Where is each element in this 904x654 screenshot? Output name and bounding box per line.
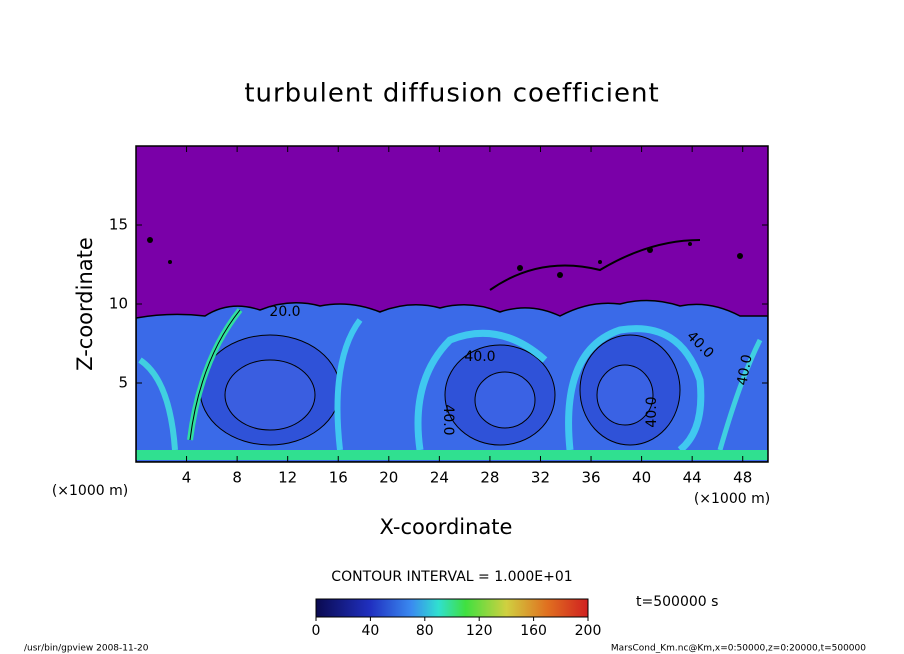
colorbar-tick-label: 80 [416,623,434,639]
x-tick-label: 36 [581,469,600,487]
x-tick-label: 48 [733,469,752,487]
x-tick-label: 8 [232,469,242,487]
x-tick-label: 12 [278,469,297,487]
contour-label: 40.0 [644,396,660,427]
colorbar-tick-label: 40 [361,623,379,639]
contour-field [136,146,768,462]
x-tick-label: 32 [531,469,550,487]
x-tick-label: 20 [379,469,398,487]
x-tick-label: 40 [632,469,651,487]
contour-interval: CONTOUR INTERVAL = 1.000E+01 [331,569,572,585]
x-axis-label: X-coordinate [380,515,513,539]
contour-label: 40.0 [440,404,456,435]
footer-left: /usr/bin/gpview 2008-11-20 [24,644,149,654]
y-tick-label: 5 [118,374,128,392]
colorbar-tick-label: 120 [466,623,493,639]
x-tick-label: 24 [430,469,449,487]
colorbar-tick-label: 200 [575,623,602,639]
contour-label: 40.0 [464,349,495,365]
x-tick-label: 16 [329,469,348,487]
y-tick-label: 10 [109,295,128,313]
y-unit: (×1000 m) [52,483,128,499]
x-tick-label: 44 [683,469,702,487]
time-label: t=500000 s [636,594,718,610]
colorbar-tick-label: 160 [520,623,547,639]
x-unit: (×1000 m) [694,491,770,507]
y-axis-label: Z-coordinate [73,237,97,371]
contour-label: 40.0 [734,353,755,386]
y-tick-label: 15 [109,216,128,234]
x-tick-label: 28 [480,469,499,487]
x-tick-label: 4 [182,469,192,487]
contour-label: 20.0 [269,304,300,320]
colorbar-tick-label: 0 [312,623,321,639]
colorbar [315,598,589,618]
footer-right: MarsCond_Km.nc@Km,x=0:50000,z=0:20000,t=… [611,644,866,654]
chart-title: turbulent diffusion coefficient [244,79,659,109]
